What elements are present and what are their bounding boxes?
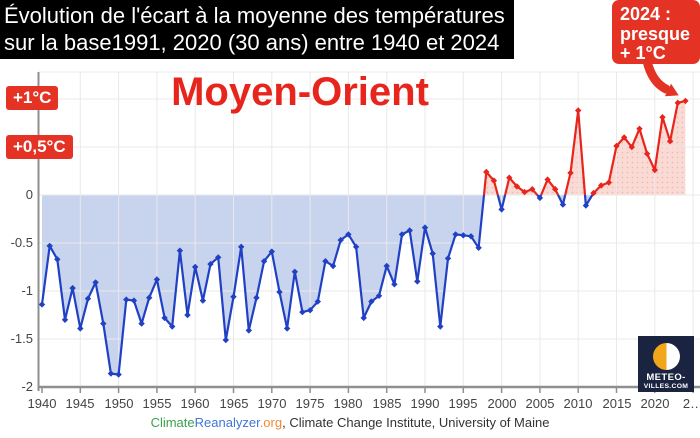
x-tick-label: 1985 [372, 396, 402, 411]
callout-line1: 2024 : [620, 4, 672, 24]
x-tick-label: 1950 [104, 396, 134, 411]
logo-text-line2: VILLES.COM [643, 383, 689, 390]
y-tick-label: -1 [21, 283, 33, 298]
2024-callout-badge: 2024 : presque + 1°C [612, 0, 700, 64]
x-tick-label: 1980 [333, 396, 363, 411]
caption-segment: Reanalyzer [194, 415, 260, 430]
chart-header: Évolution de l'écart à la moyenne des te… [0, 0, 514, 59]
caption-segment: .org [259, 415, 283, 430]
y-tick-label: -1.5 [10, 331, 33, 346]
x-tick-label: 1995 [448, 396, 478, 411]
caption-segment: Climate [150, 415, 195, 430]
y-tick-label: 0 [25, 187, 33, 202]
gridlines [38, 71, 700, 387]
x-tick-label: 1940 [27, 396, 57, 411]
y-tick-label: -0.5 [10, 235, 33, 250]
x-tick-label: 1970 [257, 396, 287, 411]
x-tick-label: 2020 [640, 396, 670, 411]
chart-title-line2: sur la base1991, 2020 (30 ans) entre 194… [4, 30, 500, 55]
source-caption: ClimateReanalyzer.org, Climate Change In… [0, 415, 700, 430]
x-tick-label: 1975 [295, 396, 325, 411]
plus-05-degree-badge: +0,5°C [6, 135, 73, 159]
x-tick-label: 1960 [180, 396, 210, 411]
y-tick-label: -2 [21, 379, 33, 394]
x-tick-label: 2005 [525, 396, 555, 411]
x-tick-label: 1945 [65, 396, 95, 411]
x-tick-label: 1955 [142, 396, 172, 411]
data-point-markers [38, 97, 689, 378]
logo-text-line1: METEO- [646, 372, 686, 383]
callout-arrow-icon [642, 56, 679, 97]
callout-line2: presque [620, 23, 691, 44]
callout-line3: + 1°C [620, 43, 666, 63]
region-title: Moyen-Orient [171, 70, 429, 114]
meteo-villes-logo-icon [652, 343, 680, 370]
area-fills [42, 100, 686, 375]
chart-title-line1: Évolution de l'écart à la moyenne des te… [4, 3, 505, 28]
x-tick-label: 1965 [219, 396, 249, 411]
x-tick-label: 2… [682, 396, 700, 411]
x-tick-label: 2010 [563, 396, 593, 411]
x-tick-label: 2015 [602, 396, 632, 411]
x-tick-label: 2000 [487, 396, 517, 411]
x-tick-label: 1990 [410, 396, 440, 411]
meteo-villes-logo: METEO- VILLES.COM [638, 336, 694, 392]
plus-1-degree-badge: +1°C [6, 86, 59, 110]
caption-segment: , Climate Change Institute, University o… [282, 415, 550, 430]
axes [37, 72, 700, 393]
